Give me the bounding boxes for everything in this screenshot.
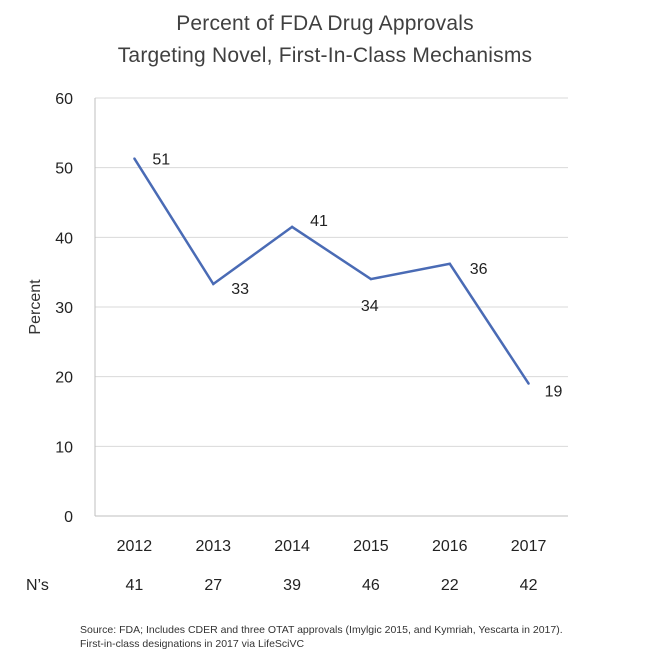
count-value: 41 [126,577,144,594]
count-value: 46 [362,577,380,594]
series-line [133,157,530,385]
y-tick-label: 20 [55,370,73,387]
source-note-line-2: First-in-class designations in 2017 via … [80,638,305,650]
chart-title-line-1: Percent of FDA Drug Approvals [176,12,474,35]
data-point [290,225,294,229]
chart-title-line-2: Targeting Novel, First-In-Class Mechanis… [117,44,533,67]
data-point [212,282,215,286]
y-tick-labels: 0 10 20 30 40 50 60 [55,91,73,526]
data-point [448,262,451,266]
x-tick-label: 2017 [511,538,547,555]
counts-row: N’s 41 27 39 46 22 42 [26,577,538,594]
y-tick-label: 10 [55,439,73,456]
x-tick-label: 2016 [432,538,468,555]
y-tick-label: 30 [55,300,73,317]
y-tick-label: 0 [64,509,73,526]
data-labels: 51 33 41 34 36 19 [152,152,562,401]
y-axis-label: Percent [27,279,44,335]
x-tick-labels: 2012 2013 2014 2015 2016 2017 [117,538,547,555]
counts-label: N’s [26,577,49,594]
data-label: 51 [152,152,170,169]
grid-lines [95,97,568,447]
axes [94,98,568,517]
x-tick-label: 2012 [117,538,153,555]
data-label: 34 [361,298,379,315]
y-tick-label: 50 [55,161,73,178]
x-tick-label: 2015 [353,538,389,555]
data-label: 36 [470,261,488,278]
data-point [133,157,136,160]
data-point [527,382,530,385]
series [133,157,530,385]
data-label: 41 [310,213,328,230]
count-value: 27 [204,577,222,594]
y-tick-label: 40 [55,230,73,247]
data-label: 19 [545,384,563,401]
count-value: 42 [520,577,538,594]
count-value: 22 [441,577,459,594]
data-point [369,277,373,281]
x-tick-label: 2013 [195,538,231,555]
data-label: 33 [231,281,249,298]
source-note-line-1: Source: FDA; Includes CDER and three OTA… [80,624,563,636]
x-tick-label: 2014 [274,538,310,555]
y-tick-label: 60 [55,91,73,108]
count-value: 39 [283,577,301,594]
